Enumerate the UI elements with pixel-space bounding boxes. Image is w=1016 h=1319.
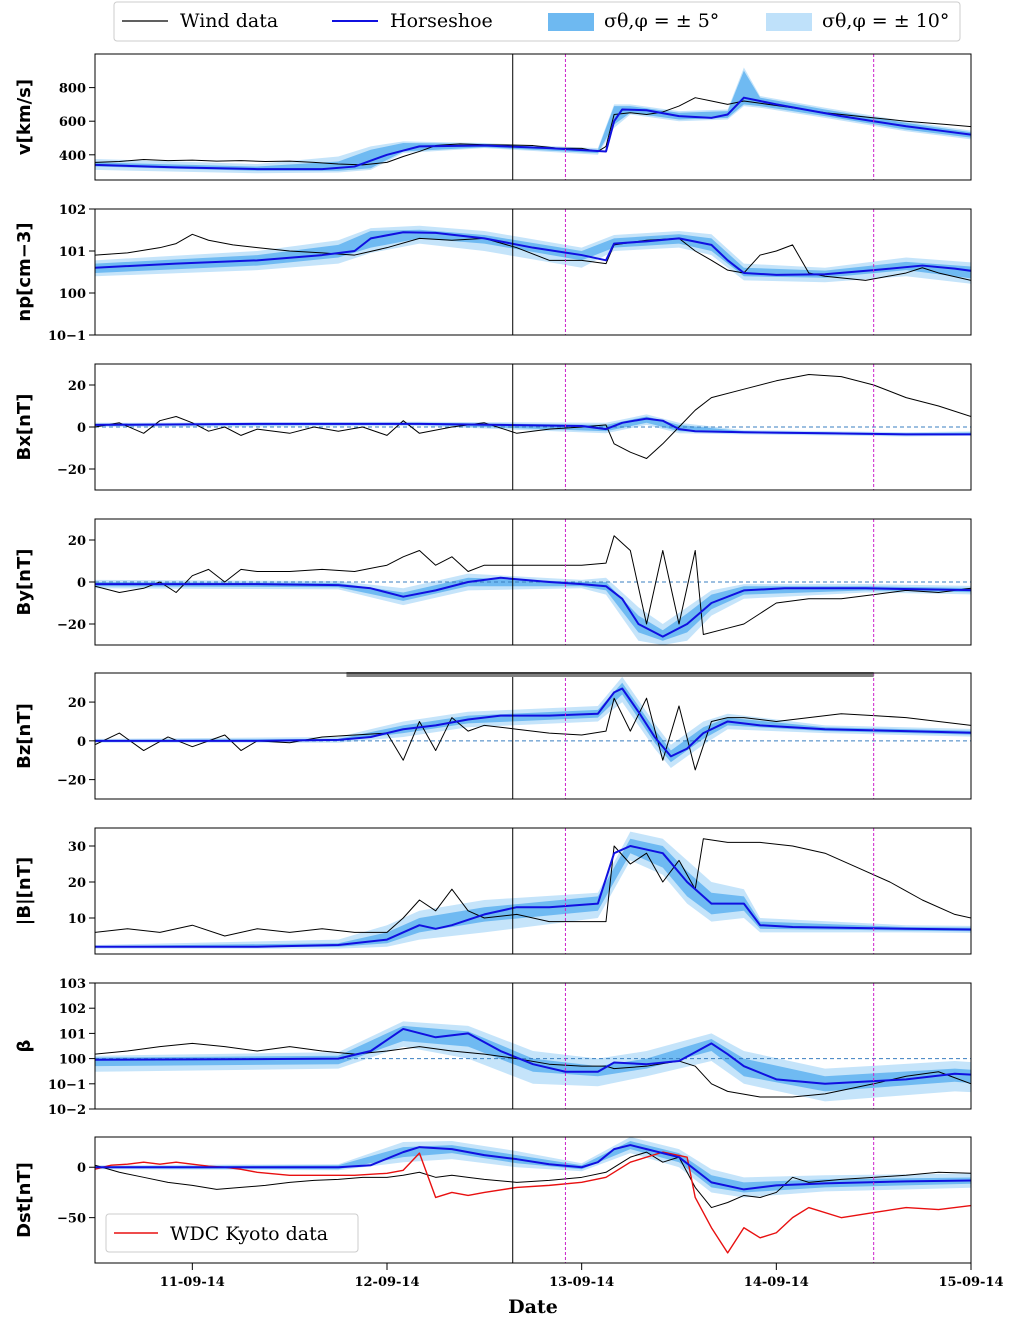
y-tick-label: 100 <box>59 1053 86 1068</box>
y-tick-label: 0 <box>77 1161 86 1176</box>
panel-plot-area <box>95 364 971 490</box>
gray-bar <box>346 672 874 677</box>
band-10deg <box>95 831 971 949</box>
panel-beta: 10−2 10−1 100 101 102 103 β <box>14 977 972 1118</box>
band-5deg <box>95 577 971 641</box>
y-tick-label: 800 <box>59 82 86 97</box>
y-axis-label: np[cm−3] <box>14 222 35 321</box>
panel-frame <box>94 672 972 800</box>
legend-top: Wind data Horseshoe σθ,φ = ± 5° σθ,φ = ±… <box>113 1 961 42</box>
legend-dst-frame <box>105 1213 359 1253</box>
legend-label-kyoto: WDC Kyoto data <box>170 1223 328 1245</box>
series-horseshoe <box>95 687 971 758</box>
x-tick-label: 14-09-14 <box>744 1275 809 1290</box>
series-wind-data <box>95 838 971 937</box>
y-tick-label: 20 <box>68 696 86 711</box>
x-axis-label: Date <box>508 1296 558 1318</box>
panel-frame <box>94 53 972 181</box>
panel-frame <box>94 827 972 955</box>
y-tick-label: 20 <box>68 876 86 891</box>
panel-bx: −20 0 20 Bx[nT] <box>14 363 972 491</box>
series-horseshoe <box>95 845 971 948</box>
band-5deg <box>95 229 971 279</box>
y-axis-label: v[km/s] <box>14 79 35 155</box>
y-tick-label: 0 <box>77 735 86 750</box>
y-tick-label: 102 <box>59 203 86 218</box>
panel-b: 10 20 30 |B|[nT] <box>14 827 972 955</box>
y-tick-label: −20 <box>57 463 86 478</box>
panel-frame <box>94 1136 972 1264</box>
panel-plot-area <box>95 828 971 954</box>
series-horseshoe <box>95 96 971 171</box>
y-tick-label: −50 <box>57 1212 86 1227</box>
y-tick-label: 101 <box>59 1027 86 1042</box>
series-wind-data <box>95 1151 971 1209</box>
y-tick-label: 10−1 <box>48 1078 86 1093</box>
band-5deg <box>95 70 971 171</box>
x-tick-label: 12-09-14 <box>354 1275 419 1290</box>
panel-plot-area <box>95 1137 971 1263</box>
y-tick-label: 10−2 <box>48 1103 86 1118</box>
y-tick-label: 10−1 <box>48 329 86 344</box>
legend-label-band5: σθ,φ = ± 5° <box>604 10 719 32</box>
legend-dst: WDC Kyoto data <box>105 1213 359 1253</box>
y-tick-label: 10 <box>68 912 86 927</box>
series-horseshoe <box>95 1027 971 1085</box>
legend-label-horseshoe: Horseshoe <box>390 10 493 32</box>
panel-by: −20 0 20 By[nT] <box>14 518 972 646</box>
y-tick-label: 102 <box>59 1002 86 1017</box>
y-tick-label: −20 <box>57 774 86 789</box>
y-axis-label: Bx[nT] <box>14 394 35 461</box>
panel-frame <box>94 208 972 336</box>
x-tick-label: 15-09-14 <box>938 1275 1003 1290</box>
y-axis-label: Bz[nT] <box>14 703 35 769</box>
series-wind-data <box>95 374 971 459</box>
series-wind-data <box>95 233 971 281</box>
y-axis-label: By[nT] <box>14 549 35 616</box>
series-horseshoe <box>95 576 971 638</box>
series-horseshoe <box>95 1144 971 1191</box>
y-tick-label: 30 <box>68 840 86 855</box>
y-tick-label: 101 <box>59 245 86 260</box>
y-tick-label: 100 <box>59 287 86 302</box>
legend-label-band10: σθ,φ = ± 10° <box>822 10 949 32</box>
y-axis-label: β <box>14 1039 35 1052</box>
panel-v: 400 600 800 v[km/s] <box>14 53 972 181</box>
panel-np: 10−1 100 101 102 np[cm−3] <box>14 203 972 344</box>
series-wind-data <box>95 97 971 166</box>
y-tick-label: 600 <box>59 115 86 130</box>
legend-swatch-band5 <box>548 13 594 31</box>
panel-plot-area <box>95 983 971 1109</box>
y-tick-label: 20 <box>68 379 86 394</box>
y-tick-label: 103 <box>59 977 86 992</box>
x-tick-label: 13-09-14 <box>549 1275 614 1290</box>
panel-plot-area <box>95 673 971 799</box>
panel-plot-area <box>95 54 971 180</box>
y-tick-label: 400 <box>59 149 86 164</box>
legend-swatch-band10 <box>766 13 812 31</box>
y-axis-label: |B|[nT] <box>14 857 35 925</box>
series-horseshoe <box>95 231 971 276</box>
y-tick-label: 20 <box>68 534 86 549</box>
panel-frame <box>94 982 972 1110</box>
x-axis: 11-09-14 12-09-14 13-09-14 14-09-14 15-09-14… <box>105 1213 1004 1290</box>
series-wind-data <box>95 535 971 635</box>
panel-plot-area <box>95 519 971 645</box>
y-tick-label: 0 <box>77 576 86 591</box>
panel-bz: −20 0 20 Bz[nT] <box>14 672 972 800</box>
series-horseshoe <box>95 417 971 436</box>
legend-frame <box>113 1 961 42</box>
panel-dst: −50 0 Dst[nT] <box>14 1136 972 1264</box>
y-tick-label: −20 <box>57 618 86 633</box>
y-axis-label: Dst[nT] <box>14 1162 35 1238</box>
band-10deg <box>95 676 971 768</box>
series-wind-data <box>95 1042 971 1098</box>
panels: 400600800v[km/s]10−1100101102np[cm−3]−20… <box>14 53 972 1264</box>
x-tick-label: 11-09-14 <box>160 1275 225 1290</box>
legend-label-wind: Wind data <box>180 10 278 32</box>
y-tick-label: 0 <box>77 421 86 436</box>
panel-plot-area <box>95 209 971 335</box>
